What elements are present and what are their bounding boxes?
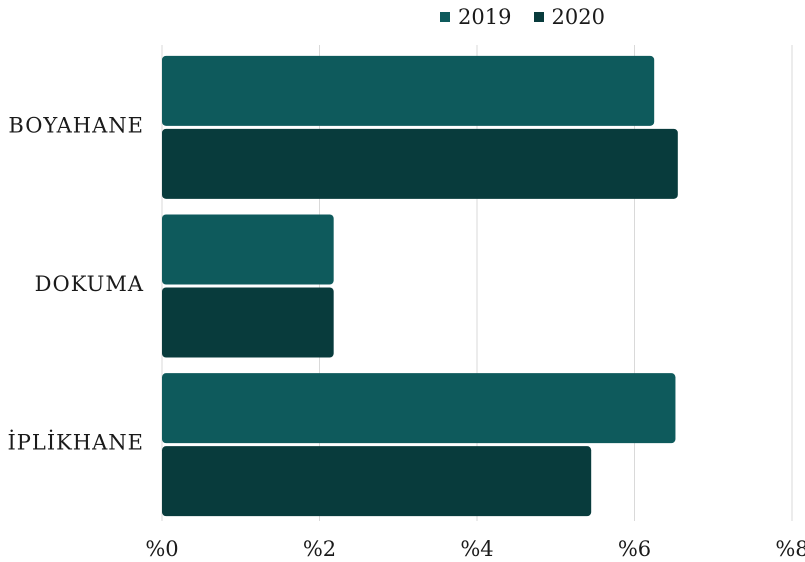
category-label: DOKUMA [35,272,144,296]
category-label: İPLİKHANE [7,431,144,455]
x-tick-label: %6 [618,537,651,561]
legend-label-2020: 2020 [551,5,605,29]
x-tick-label: %4 [460,537,493,561]
bar-2020-0 [162,128,678,199]
legend-swatch-2019 [440,12,451,22]
x-tick-label: %2 [303,537,336,561]
legend: 2019 2020 [120,4,805,30]
bar-2020-1 [162,287,334,358]
legend-label-2019: 2019 [458,5,512,29]
bar-2019-2 [162,373,676,444]
bar-2019-1 [162,214,334,285]
legend-item-2019: 2019 [440,5,512,29]
x-tick-label: %0 [145,537,178,561]
legend-swatch-2020 [533,12,544,22]
category-label: BOYAHANE [8,113,144,137]
legend-item-2020: 2020 [533,5,605,29]
bar-2019-0 [162,55,655,126]
x-tick-label: %8 [775,537,805,561]
bar-2020-2 [162,446,592,517]
